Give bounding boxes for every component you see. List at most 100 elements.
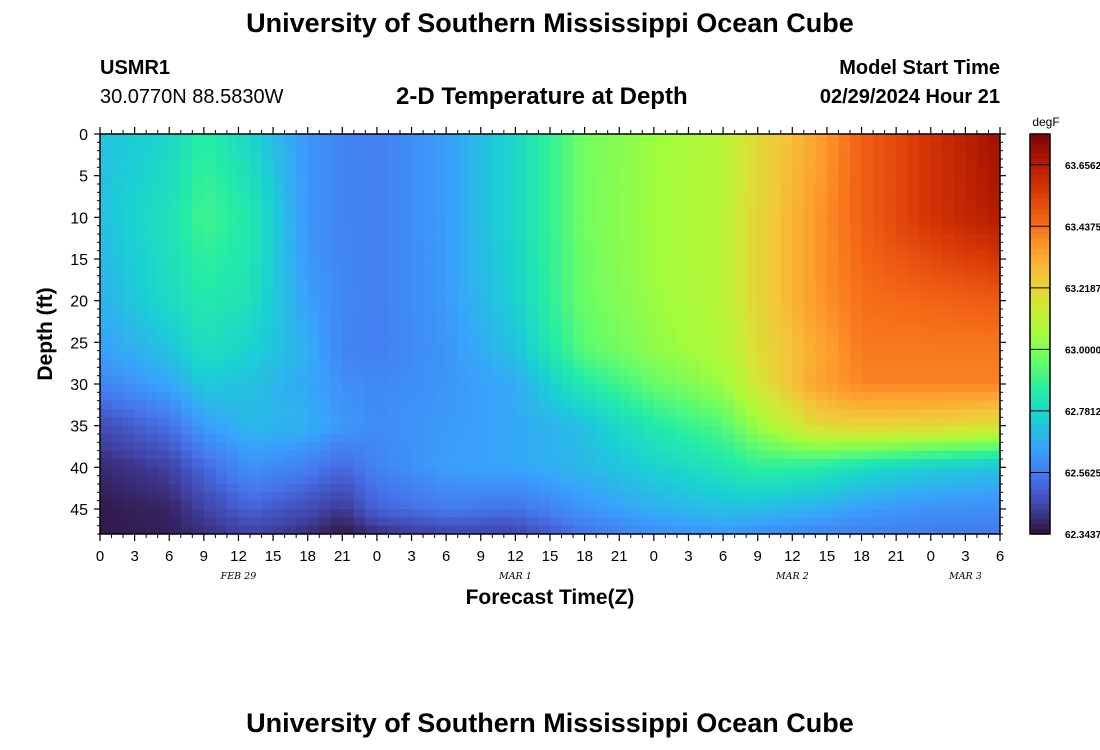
heatmap-cell: [238, 350, 251, 360]
heatmap-cell: [250, 525, 263, 534]
heatmap-cell: [630, 217, 643, 227]
heatmap-cell: [515, 400, 528, 410]
heatmap-cell: [723, 234, 736, 243]
heatmap-cell: [619, 309, 632, 318]
heatmap-cell: [861, 375, 874, 385]
heatmap-cell: [226, 492, 240, 502]
heatmap-cell: [838, 184, 851, 193]
heatmap-cell: [988, 475, 1000, 485]
heatmap-cell: [942, 250, 955, 260]
heatmap-cell: [192, 417, 205, 427]
heatmap-cell: [561, 409, 574, 418]
heatmap-cell: [492, 467, 505, 477]
heatmap-cell: [111, 475, 124, 485]
heatmap-cell: [688, 400, 701, 410]
heatmap-cell: [861, 134, 874, 143]
heatmap-cell: [792, 359, 805, 368]
heatmap-cell: [919, 200, 932, 210]
heatmap-cell: [284, 500, 297, 510]
heatmap-cell: [757, 492, 770, 502]
heatmap-cell: [123, 325, 136, 335]
heatmap-cell: [376, 484, 390, 493]
heatmap-cell: [838, 509, 851, 518]
heatmap-cell: [815, 200, 828, 210]
colorbar-band: [1030, 524, 1050, 530]
heatmap-cell: [123, 267, 136, 277]
heatmap-cell: [930, 467, 943, 477]
heatmap-cell: [550, 242, 563, 252]
heatmap-cell: [757, 167, 770, 177]
heatmap-cell: [942, 350, 955, 360]
colorbar-band: [1030, 314, 1050, 320]
heatmap-cell: [365, 217, 378, 227]
heatmap-cell: [746, 517, 759, 527]
heatmap-cell: [688, 250, 701, 260]
heatmap-cell: [238, 525, 251, 534]
heatmap-cell: [423, 350, 436, 360]
heatmap-cell: [192, 167, 205, 177]
heatmap-cell: [642, 209, 655, 218]
heatmap-cell: [919, 184, 932, 193]
heatmap-cell: [261, 442, 274, 452]
heatmap-cell: [480, 409, 493, 418]
heatmap-cell: [838, 234, 851, 243]
heatmap-cell: [873, 142, 886, 152]
heatmap-cell: [930, 267, 943, 277]
heatmap-cell: [180, 242, 193, 252]
heatmap-cell: [976, 375, 990, 385]
heatmap-cell: [307, 242, 320, 252]
heatmap-cell: [988, 325, 1000, 335]
heatmap-cell: [515, 292, 528, 302]
heatmap-cell: [388, 392, 401, 402]
heatmap-cell: [515, 250, 528, 260]
heatmap-cell: [550, 225, 563, 235]
heatmap-cell: [676, 384, 690, 393]
heatmap-cell: [446, 342, 459, 352]
heatmap-cell: [965, 175, 978, 185]
heatmap-cell: [930, 492, 943, 502]
heatmap-cell: [353, 217, 366, 227]
heatmap-cell: [769, 459, 782, 468]
heatmap-cell: [907, 417, 920, 427]
heatmap-cell: [584, 350, 597, 360]
heatmap-cell: [376, 134, 390, 143]
heatmap-cell: [953, 200, 966, 210]
heatmap-cell: [503, 342, 516, 352]
heatmap-cell: [215, 309, 228, 318]
heatmap-cell: [400, 442, 413, 452]
heatmap-cell: [723, 192, 736, 202]
heatmap-cell: [665, 309, 678, 318]
heatmap-cell: [930, 442, 943, 452]
heatmap-cell: [942, 359, 955, 368]
heatmap-cell: [607, 334, 620, 343]
heatmap-cell: [411, 134, 424, 143]
heatmap-cell: [988, 250, 1000, 260]
heatmap-cell: [434, 317, 447, 327]
heatmap-cell: [284, 167, 297, 177]
heatmap-cell: [169, 500, 182, 510]
heatmap-cell: [688, 284, 701, 293]
heatmap-cell: [157, 275, 170, 285]
heatmap-cell: [653, 384, 666, 393]
heatmap-cell: [734, 275, 747, 285]
colorbar-band: [1030, 219, 1050, 225]
heatmap-cell: [665, 459, 678, 468]
heatmap-cell: [550, 492, 563, 502]
heatmap-cell: [192, 334, 205, 343]
heatmap-cell: [607, 259, 620, 268]
heatmap-cell: [261, 325, 274, 335]
heatmap-cell: [307, 259, 320, 268]
heatmap-cell: [526, 192, 540, 202]
heatmap-cell: [873, 184, 886, 193]
heatmap-cell: [838, 459, 851, 468]
heatmap-cell: [780, 250, 793, 260]
heatmap-cell: [930, 525, 943, 534]
heatmap-cell: [619, 417, 632, 427]
colorbar-band: [1030, 319, 1050, 325]
heatmap-cell: [630, 375, 643, 385]
heatmap-cell: [192, 284, 205, 293]
heatmap-cell: [203, 334, 216, 343]
heatmap-cell: [376, 309, 390, 318]
heatmap-cell: [953, 217, 966, 227]
heatmap-cell: [746, 417, 759, 427]
